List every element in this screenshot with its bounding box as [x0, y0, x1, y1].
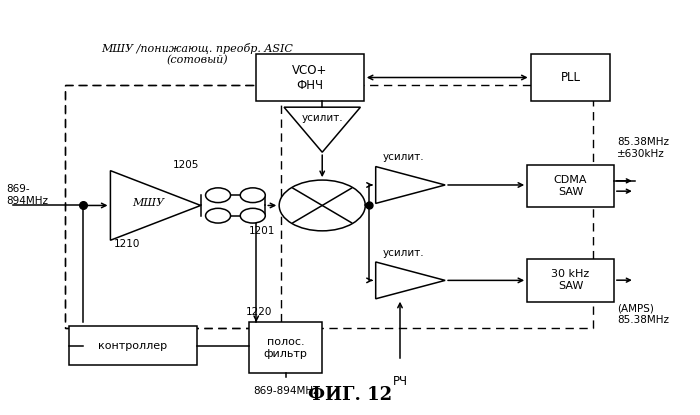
Text: 1205: 1205 [173, 159, 200, 169]
Bar [69, 326, 197, 365]
Circle shape [206, 188, 230, 203]
Text: VCO+
ФНЧ: VCO+ ФНЧ [293, 63, 328, 91]
Text: РЧ: РЧ [393, 376, 407, 388]
Text: PLL: PLL [561, 71, 580, 84]
Text: (AMPS)
85.38MHz: (AMPS) 85.38MHz [617, 303, 669, 325]
Text: контроллер: контроллер [99, 341, 167, 351]
Text: полос.
фильтр: полос. фильтр [264, 337, 308, 359]
Circle shape [206, 208, 230, 223]
Text: 1220: 1220 [246, 307, 272, 317]
Polygon shape [284, 107, 360, 152]
Text: ФИГ. 12: ФИГ. 12 [308, 386, 392, 404]
Bar [65, 85, 281, 328]
Polygon shape [376, 262, 445, 299]
Text: усилит.: усилит. [383, 152, 424, 162]
Text: CDMA
SAW: CDMA SAW [554, 175, 587, 197]
Text: 30 kHz
SAW: 30 kHz SAW [552, 269, 589, 291]
Bar [249, 322, 322, 374]
Text: МШУ /понижающ. преобр. ASIC
(сотовый): МШУ /понижающ. преобр. ASIC (сотовый) [102, 42, 293, 66]
Text: усилит.: усилит. [302, 113, 343, 123]
Text: 869-894MHz: 869-894MHz [253, 386, 318, 395]
Text: усилит.: усилит. [383, 248, 424, 258]
Text: 1201: 1201 [249, 226, 276, 236]
Text: 1210: 1210 [114, 239, 140, 249]
Bar [531, 54, 610, 101]
Circle shape [240, 188, 265, 203]
Circle shape [240, 208, 265, 223]
Text: 85.38MHz
±630kHz: 85.38MHz ±630kHz [617, 137, 669, 159]
Bar [527, 164, 614, 208]
Bar [256, 54, 364, 101]
Text: МШУ: МШУ [132, 198, 164, 208]
Polygon shape [111, 171, 201, 240]
Bar [527, 259, 614, 302]
Bar [65, 85, 593, 328]
Circle shape [279, 180, 365, 231]
Text: 869-
894MHz: 869- 894MHz [6, 184, 48, 206]
Polygon shape [376, 166, 445, 203]
